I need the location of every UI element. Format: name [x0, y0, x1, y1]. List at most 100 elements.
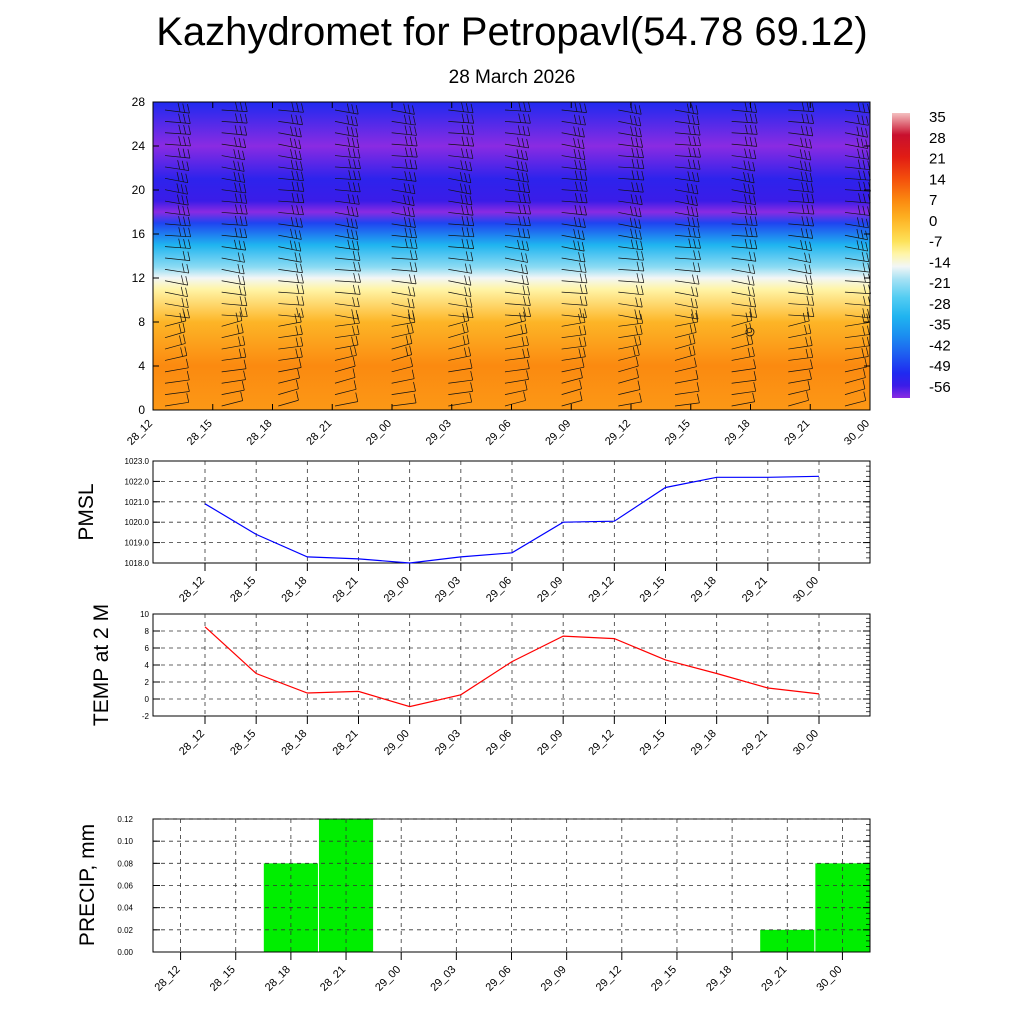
wind-barb	[334, 158, 361, 170]
wind-barb	[164, 216, 191, 227]
wind-barb	[278, 347, 303, 361]
y-tick-label: 0.08	[117, 859, 133, 868]
wind-barb	[448, 382, 473, 395]
wind-barb	[391, 136, 418, 147]
wind-barb	[844, 379, 866, 395]
wind-barb	[844, 205, 870, 216]
wind-barb	[334, 392, 359, 407]
wind-barb	[391, 206, 415, 218]
wind-barb	[334, 217, 358, 229]
wind-barb	[561, 262, 587, 273]
wind-barb	[334, 335, 359, 350]
wind-barb	[731, 204, 758, 216]
wind-barb	[504, 171, 529, 183]
colorbar-label: 21	[929, 151, 946, 168]
cross-section-y-label: 20	[132, 183, 146, 197]
cross-section-y-label: 8	[138, 315, 145, 329]
x-tick-label: 28_15	[208, 964, 238, 994]
precip-ylabel: PRECIP, mm	[76, 824, 99, 946]
chart-date: 28 March 2026	[448, 67, 576, 88]
wind-barb	[448, 227, 475, 238]
wind-barb	[844, 102, 870, 114]
colorbar-scale	[892, 113, 910, 398]
wind-barb	[561, 347, 586, 361]
wind-barb	[391, 345, 412, 361]
wind-barb	[448, 194, 473, 206]
wind-barb	[674, 357, 697, 373]
x-tick-label: 29_21	[740, 575, 770, 605]
wind-barb	[561, 313, 586, 327]
wind-barb	[448, 102, 474, 114]
wind-barb	[448, 124, 475, 135]
wind-barb	[674, 205, 699, 218]
wind-barb	[618, 335, 642, 350]
wind-barb	[391, 393, 417, 407]
wind-barb	[504, 215, 531, 227]
wind-barb	[731, 124, 758, 135]
wind-barb	[278, 170, 304, 182]
wind-barb	[618, 380, 641, 395]
colorbar-label: -42	[929, 337, 951, 354]
wind-barb	[844, 148, 869, 160]
wind-barb	[731, 251, 757, 262]
wind-barb	[788, 311, 810, 327]
wind-barb	[674, 286, 699, 297]
wind-barb	[278, 149, 302, 161]
wind-barb	[278, 263, 303, 274]
x-tick-label: 30_00	[791, 575, 821, 605]
wind-barb	[504, 370, 529, 384]
wind-barb	[618, 325, 643, 339]
wind-barb	[164, 194, 189, 206]
wind-barb	[561, 159, 587, 171]
wind-barb	[334, 148, 361, 159]
wind-barb	[504, 323, 528, 339]
wind-barb	[561, 391, 583, 407]
wind-barb	[448, 334, 470, 350]
wind-barb	[561, 325, 587, 339]
cross-section-x-label: 29_03	[424, 418, 454, 448]
x-tick-label: 29_09	[535, 575, 565, 605]
wind-barb	[221, 307, 248, 317]
wind-barb	[731, 359, 756, 373]
wind-barb	[618, 182, 644, 193]
wind-barb	[448, 275, 472, 286]
wind-barb	[561, 170, 588, 181]
wind-barb	[788, 240, 812, 252]
wind-barb	[278, 216, 303, 228]
wind-barb	[674, 382, 700, 395]
wind-barb	[221, 193, 248, 204]
wind-barb	[278, 159, 303, 171]
wind-barb	[391, 286, 416, 297]
wind-barb	[278, 228, 302, 240]
cross-section-x-label: 29_18	[723, 418, 753, 448]
wind-barb	[334, 115, 358, 127]
cross-section-x-label: 28_18	[245, 418, 275, 448]
wind-barb	[618, 368, 639, 384]
wind-barb	[448, 359, 473, 373]
wind-barb	[504, 252, 529, 263]
colorbar-label: -35	[929, 317, 951, 334]
wind-barb	[788, 193, 815, 204]
calm-wind-marker	[745, 327, 755, 337]
cross-section-x-label: 28_12	[125, 418, 155, 448]
wind-barb	[448, 215, 475, 227]
wind-barb	[618, 170, 645, 181]
wind-barb	[334, 261, 361, 272]
wind-barb	[334, 170, 361, 181]
cross-section-x-label: 30_00	[842, 418, 872, 448]
wind-barb	[448, 311, 470, 327]
x-tick-label: 28_21	[318, 964, 348, 994]
wind-barb	[731, 371, 757, 384]
y-tick-label: 0	[145, 695, 150, 704]
colorbar-label: 7	[929, 192, 937, 209]
temperature-field	[153, 102, 870, 410]
wind-barb	[278, 181, 305, 192]
x-tick-label: 30_00	[814, 964, 844, 994]
wind-barb	[561, 295, 588, 306]
wind-barb	[788, 380, 811, 395]
wind-barb	[674, 159, 701, 170]
wind-barb	[844, 262, 871, 273]
pmsl-ylabel: PMSL	[75, 483, 98, 540]
wind-barb	[278, 204, 304, 216]
wind-barb	[221, 263, 245, 275]
